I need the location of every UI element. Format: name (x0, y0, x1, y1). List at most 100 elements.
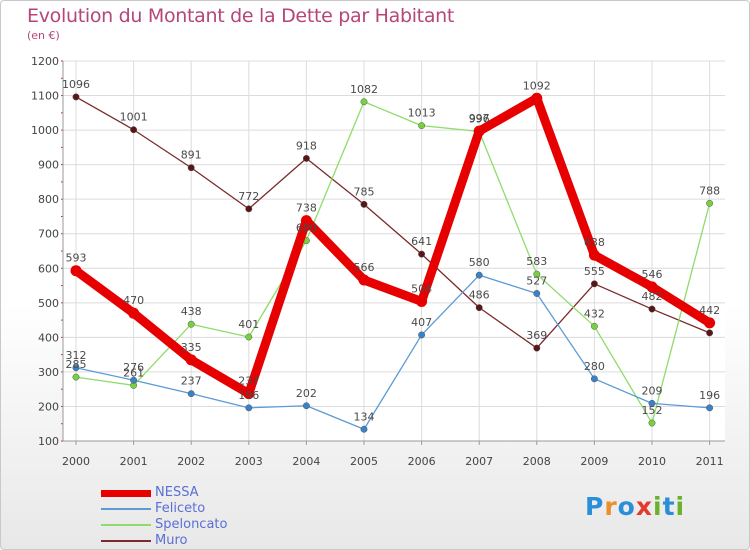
data-point-nessa (243, 388, 255, 400)
legend-swatch (101, 508, 151, 510)
data-point-feliceto (302, 402, 310, 410)
data-label-speloncato: 261 (123, 366, 144, 379)
data-label-feliceto: 280 (584, 360, 605, 373)
legend-label: NESSA (155, 485, 199, 500)
data-point-muro (706, 329, 714, 337)
data-label-nessa: 442 (699, 304, 720, 317)
data-label-muro: 1001 (120, 111, 148, 124)
data-label-muro: 641 (411, 235, 432, 248)
data-label-muro: 486 (469, 289, 490, 302)
data-label-muro: 891 (181, 149, 202, 162)
data-label-feliceto: 276 (123, 361, 144, 374)
data-point-muro (533, 344, 541, 352)
data-label-speloncato: 788 (699, 184, 720, 197)
legend-label: Speloncato (155, 517, 228, 532)
data-point-feliceto (360, 425, 368, 433)
x-tick-label: 2002 (177, 455, 205, 468)
data-point-nessa (358, 274, 370, 286)
data-point-feliceto (245, 404, 253, 412)
data-point-nessa (473, 125, 485, 137)
data-point-muro (648, 305, 656, 313)
data-label-feliceto: 202 (296, 387, 317, 400)
data-label-feliceto: 134 (354, 410, 375, 423)
data-point-speloncato (360, 98, 368, 106)
data-label-nessa: 638 (584, 236, 605, 249)
y-tick-label: 800 (38, 193, 59, 206)
data-point-nessa (300, 215, 312, 227)
proxiti-logo: Proxiti (585, 492, 685, 521)
chart-title: Evolution du Montant de la Dette par Hab… (27, 5, 455, 27)
data-label-feliceto: 580 (469, 256, 490, 269)
data-label-speloncato: 401 (238, 318, 259, 331)
y-tick-label: 1100 (31, 90, 59, 103)
x-tick-label: 2003 (235, 455, 263, 468)
data-label-speloncato: 438 (181, 305, 202, 318)
series-line-speloncato (75, 101, 711, 424)
data-label-muro: 772 (238, 190, 259, 203)
data-point-muro (72, 93, 80, 101)
data-label-feliceto: 196 (699, 389, 720, 402)
data-point-muro (245, 205, 253, 213)
data-point-muro (187, 164, 195, 172)
data-label-muro: 785 (354, 185, 375, 198)
data-label-nessa: 237 (238, 375, 259, 388)
y-tick-label: 300 (38, 366, 59, 379)
logo-letter: x (635, 492, 653, 521)
data-point-nessa (531, 92, 543, 104)
x-tick-label: 2005 (350, 455, 378, 468)
data-point-feliceto (418, 331, 426, 339)
legend-label: Feliceto (155, 501, 206, 516)
data-point-muro (360, 200, 368, 208)
legend-swatch (101, 524, 151, 526)
data-label-feliceto: 312 (66, 349, 87, 362)
data-point-muro (475, 304, 483, 312)
data-label-muro: 482 (642, 290, 663, 303)
data-point-speloncato (590, 322, 598, 330)
y-tick-label: 200 (38, 400, 59, 413)
data-point-muro (302, 154, 310, 162)
data-label-feliceto: 407 (411, 316, 432, 329)
y-tick-label: 400 (38, 331, 59, 344)
data-point-muro (590, 280, 598, 288)
chart-subtitle: (en €) (27, 29, 60, 42)
data-label-nessa: 1092 (523, 79, 551, 92)
data-point-nessa (646, 281, 658, 293)
data-label-nessa: 546 (642, 268, 663, 281)
data-point-muro (130, 126, 138, 134)
data-point-speloncato (72, 373, 80, 381)
data-point-speloncato (533, 270, 541, 278)
logo-letter: r (604, 492, 618, 521)
data-label-muro: 369 (526, 329, 547, 342)
data-point-feliceto (187, 390, 195, 398)
data-label-nessa: 335 (181, 341, 202, 354)
data-point-speloncato (245, 333, 253, 341)
data-label-speloncato: 680 (296, 222, 317, 235)
data-point-muro (418, 250, 426, 258)
data-point-speloncato (648, 419, 656, 427)
data-label-nessa: 997 (469, 112, 490, 125)
data-point-feliceto (130, 376, 138, 384)
data-point-feliceto (706, 404, 714, 412)
data-label-nessa: 504 (411, 282, 432, 295)
logo-letter: i (675, 492, 686, 521)
logo-letter: P (585, 492, 605, 521)
data-label-feliceto: 237 (181, 375, 202, 388)
x-tick-label: 2006 (408, 455, 436, 468)
logo-letter: i (653, 492, 663, 521)
y-tick-label: 600 (38, 262, 59, 275)
data-label-speloncato: 152 (642, 404, 663, 417)
data-label-speloncato: 1082 (350, 83, 378, 96)
data-point-feliceto (648, 399, 656, 407)
data-point-feliceto (533, 290, 541, 297)
data-label-feliceto: 209 (642, 384, 663, 397)
plot-area (63, 61, 725, 441)
y-tick-label: 100 (38, 435, 59, 448)
x-tick-label: 2008 (523, 455, 551, 468)
legend-label: Muro (155, 533, 188, 548)
data-label-speloncato: 996 (469, 112, 490, 125)
data-label-nessa: 566 (354, 261, 375, 274)
x-tick-label: 2009 (580, 455, 608, 468)
data-point-speloncato (418, 122, 426, 130)
y-tick-label: 1200 (31, 55, 59, 68)
